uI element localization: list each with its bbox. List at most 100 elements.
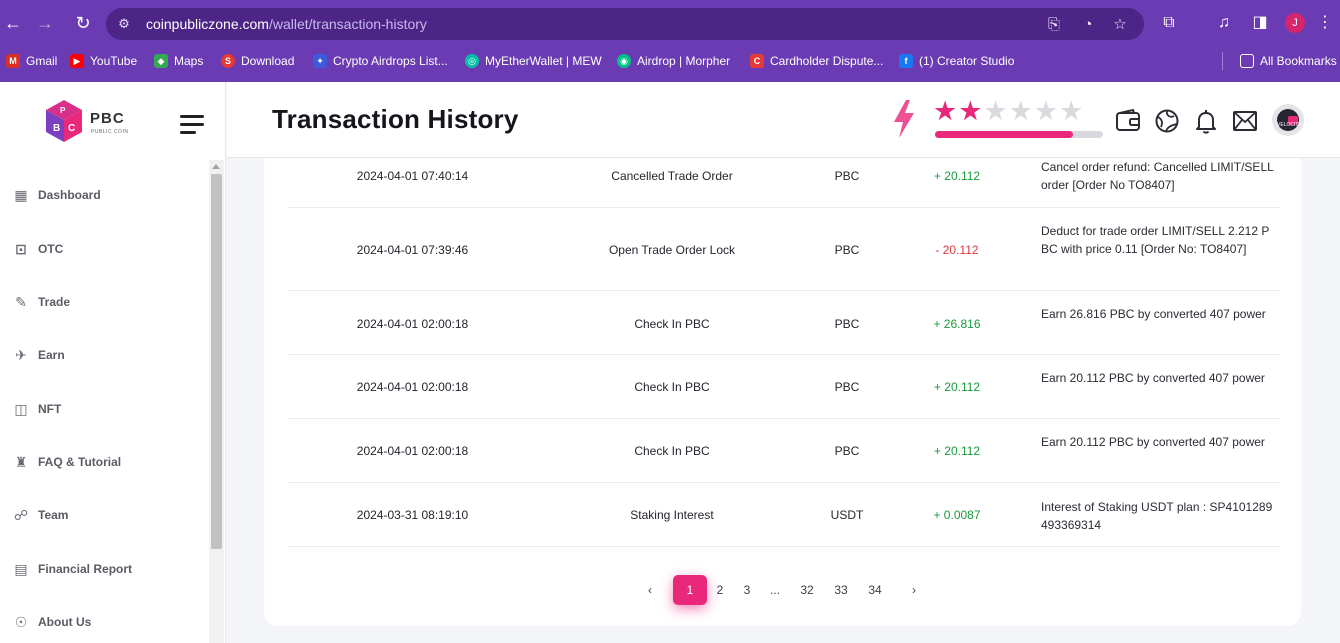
sidebar-item-otc[interactable]: ⊡ OTC <box>12 237 63 261</box>
earn-icon: ✈ <box>15 347 27 363</box>
bookmarks-divider <box>1222 52 1223 70</box>
dashboard-icon: ▦ <box>14 187 28 203</box>
bookmark-star-icon[interactable]: ☆ <box>1113 16 1127 33</box>
star-empty-icon: ★ <box>1059 96 1084 126</box>
url-text[interactable]: coinpubliczone.com/wallet/transaction-hi… <box>146 16 427 32</box>
tx-type: Check In PBC <box>634 380 710 394</box>
bookmark-cardholder-dispute[interactable]: C Cardholder Dispute... <box>750 50 883 72</box>
extensions-icon[interactable]: ⧉ <box>1163 14 1175 31</box>
sidebar-item-dashboard[interactable]: ▦ Dashboard <box>12 183 100 207</box>
tx-date: 2024-04-01 02:00:18 <box>356 444 469 458</box>
table-row: 2024-03-31 08:19:10 Staking Interest USD… <box>287 483 1280 547</box>
sidebar-item-about-us[interactable]: ☉ About Us <box>12 610 92 634</box>
wallet-icon[interactable] <box>1114 107 1142 135</box>
tx-type: Check In PBC <box>634 444 710 458</box>
maps-icon: ◆ <box>154 54 168 68</box>
tx-coin: USDT <box>830 508 864 522</box>
sidebar-item-trade[interactable]: ✎ Trade <box>12 290 70 314</box>
svg-text:C: C <box>68 123 75 134</box>
all-bookmarks[interactable]: All Bookmarks <box>1240 50 1337 72</box>
page-header: Transaction History ★ ★ ★ ★ ★ ★ VELOCITY <box>227 82 1340 158</box>
sidebar: B C P PBC PUBLIC COIN ▦ Dashboard ⊡ OTC ✎ T… <box>0 82 226 643</box>
tx-date: 2024-04-01 07:40:14 <box>356 169 469 183</box>
pagination-page-32[interactable]: 32 <box>800 583 814 597</box>
pagination-ellipsis: ... <box>769 583 780 597</box>
browser-chrome: ← → ↻ ⚙ coinpubliczone.com/wallet/transa… <box>0 0 1340 82</box>
address-bar[interactable]: ⚙ coinpubliczone.com/wallet/transaction-… <box>106 8 1144 40</box>
tx-description: Interest of Staking USDT plan : SP410128… <box>1041 500 1273 532</box>
tx-description: Deduct for trade order LIMIT/SELL 2.212 … <box>1041 224 1270 256</box>
hamburger-menu-icon[interactable] <box>180 115 204 134</box>
side-panel-icon[interactable]: ◨ <box>1252 14 1268 31</box>
bookmark-maps[interactable]: ◆ Maps <box>154 50 203 72</box>
tx-description: Earn 20.112 PBC by converted 407 power <box>1041 371 1265 385</box>
svg-text:B: B <box>53 123 60 134</box>
browser-toolbar: ← → ↻ ⚙ coinpubliczone.com/wallet/transa… <box>0 0 1340 47</box>
install-app-icon[interactable]: ⎘ <box>1047 16 1060 33</box>
pagination-next[interactable]: › <box>912 583 916 597</box>
graduation-cap-icon: ♜ <box>14 454 28 470</box>
forward-arrow-icon[interactable]: → <box>36 13 54 33</box>
tx-coin: PBC <box>834 444 860 458</box>
bookmark-gmail[interactable]: M Gmail <box>6 50 57 72</box>
tx-amount: + 0.0087 <box>933 508 981 522</box>
performance-icon[interactable]: ◔ <box>1083 16 1093 33</box>
back-arrow-icon[interactable]: ← <box>4 13 22 33</box>
page-title: Transaction History <box>272 104 519 134</box>
globe-icon[interactable] <box>1153 107 1181 135</box>
pagination-page-33[interactable]: 33 <box>834 583 848 597</box>
youtube-icon: ▶ <box>70 54 84 68</box>
sidebar-item-financial-report[interactable]: ▤ Financial Report <box>12 557 132 581</box>
table-row: 2024-04-01 02:00:18 Check In PBC PBC + 2… <box>287 291 1280 355</box>
tx-date: 2024-04-01 07:39:46 <box>356 243 469 257</box>
download-icon: S <box>221 54 235 68</box>
level-progress-fill <box>935 131 1073 138</box>
gmail-icon: M <box>6 54 20 68</box>
media-control-icon[interactable]: ♫ <box>1218 14 1230 31</box>
profile-avatar[interactable]: J <box>1285 13 1305 33</box>
pagination-prev[interactable]: ‹ <box>648 583 652 597</box>
reload-icon[interactable]: ↻ <box>75 13 91 33</box>
bookmark-youtube[interactable]: ▶ YouTube <box>70 50 137 72</box>
star-empty-icon: ★ <box>1033 96 1059 126</box>
dispute-icon: C <box>750 54 764 68</box>
level-stars: ★ ★ ★ ★ ★ ★ <box>933 98 1083 125</box>
mail-icon[interactable] <box>1231 107 1259 135</box>
tx-date: 2024-04-01 02:00:18 <box>356 380 469 394</box>
tx-coin: PBC <box>834 380 860 394</box>
sidebar-item-nft[interactable]: ◫ NFT <box>12 397 61 421</box>
pagination-page-3[interactable]: 3 <box>743 583 751 597</box>
tx-amount: + 26.816 <box>933 317 981 331</box>
star-filled-icon: ★ <box>958 96 983 126</box>
sidebar-item-faq-tutorial[interactable]: ♜ FAQ & Tutorial <box>12 450 121 474</box>
table-row: 2024-04-01 02:00:18 Check In PBC PBC + 2… <box>287 419 1280 483</box>
pagination-page-34[interactable]: 34 <box>868 583 882 597</box>
tx-coin: PBC <box>834 243 860 257</box>
pagination-page-1[interactable]: 1 <box>673 575 707 605</box>
bookmark-mew[interactable]: ◎ MyEtherWallet | MEW <box>465 50 602 72</box>
tx-description: Earn 26.816 PBC by converted 407 power <box>1041 307 1266 321</box>
logo-text: PBC <box>90 110 125 127</box>
site-settings-icon[interactable]: ⚙ <box>118 16 130 31</box>
logo-subtext: PUBLIC COIN <box>91 129 129 135</box>
folder-icon <box>1240 54 1254 68</box>
sidebar-scroll-thumb[interactable] <box>211 174 222 549</box>
bookmark-crypto-airdrops[interactable]: ✦ Crypto Airdrops List... <box>313 50 448 72</box>
pbc-logo[interactable]: B C P PBC PUBLIC COIN <box>42 98 142 148</box>
bell-icon[interactable] <box>1192 107 1220 135</box>
creator-studio-icon: f <box>899 54 913 68</box>
tx-type: Open Trade Order Lock <box>608 243 736 257</box>
bookmark-creator-studio[interactable]: f (1) Creator Studio <box>899 50 1014 72</box>
star-filled-icon: ★ <box>933 96 958 126</box>
pagination-page-2[interactable]: 2 <box>716 583 724 597</box>
scroll-up-arrow-icon[interactable] <box>212 164 220 169</box>
mew-icon: ◎ <box>465 54 479 68</box>
sidebar-item-team[interactable]: ☍ Team <box>13 507 69 523</box>
bookmark-download[interactable]: S Download <box>221 50 294 72</box>
table-row: 2024-04-01 07:40:14 Cancelled Trade Orde… <box>287 150 1280 208</box>
sidebar-item-earn[interactable]: ✈ Earn <box>12 343 65 367</box>
user-avatar[interactable]: VELOCITY <box>1272 104 1304 136</box>
level-progress-bar <box>935 131 1103 138</box>
bookmark-morpher[interactable]: ◉ Airdrop | Morpher <box>617 50 730 72</box>
menu-kebab-icon[interactable]: ⋮ <box>1317 14 1333 31</box>
